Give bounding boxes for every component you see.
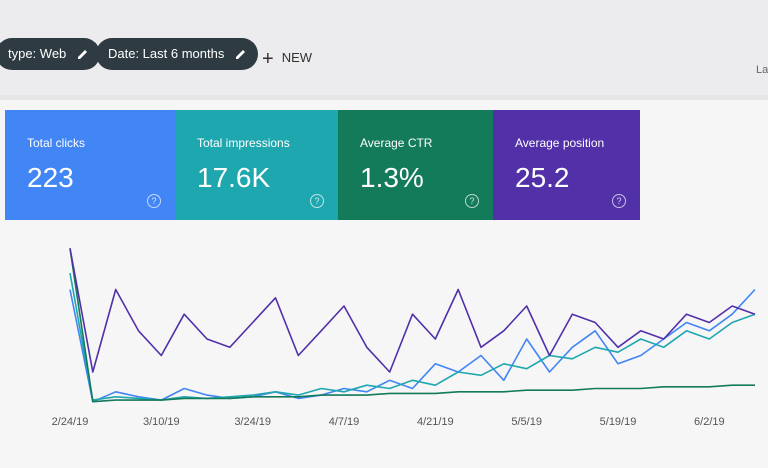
chip-label: type: Web [8,46,67,61]
metric-label: Average position [515,136,605,150]
metric-card[interactable]: Average CTR 1.3%? [338,110,493,220]
metric-value: 223 [27,162,74,193]
metric-label: Total impressions [197,136,290,150]
series-line [69,272,756,401]
help-icon: ? [612,194,626,208]
x-tick-label: 4/21/19 [417,416,454,428]
filter-chip[interactable]: type: Web [0,38,101,70]
metric-value: 25.2 [515,162,570,193]
metric-card[interactable]: Total clicks 223? [5,110,175,220]
metric-label: Average CTR [360,136,433,150]
metric-value: 1.3% [360,162,424,193]
help-icon: ? [465,194,479,208]
x-tick-label: 5/19/19 [600,416,637,428]
x-tick-label: 6/2/19 [694,416,725,428]
x-tick-label: 2/24/19 [52,416,89,428]
metric-card[interactable]: Average position 25.2? [493,110,640,220]
help-icon: ? [147,194,161,208]
x-tick-label: 4/7/19 [329,416,360,428]
x-tick-label: 3/24/19 [234,416,271,428]
cut-text: La [756,64,768,76]
metric-label: Total clicks [27,136,86,150]
new-label: NEW [281,50,313,65]
chip-label: Date: Last 6 months [108,46,225,61]
edit-icon [78,50,88,59]
series-line [69,248,755,403]
metric-card[interactable]: Total impressions 17.6K? [175,110,338,220]
series-line [69,248,756,373]
series-line [69,288,756,403]
toolbar: type: Web Date: Last 6 months + NEW La [0,0,768,95]
edit-icon [236,50,246,59]
plus-icon: + [262,48,274,70]
chart: 2/24/19 3/10/19 3/24/19 4/7/19 4/21/19 5/5/19… [52,248,756,428]
metric-value: 17.6K [197,162,271,193]
help-icon: ? [310,194,324,208]
x-tick-label: 5/5/19 [511,416,542,428]
x-tick-label: 3/10/19 [143,416,180,428]
new-button[interactable]: + NEW [262,48,312,71]
filter-chip[interactable]: Date: Last 6 months [96,38,259,70]
